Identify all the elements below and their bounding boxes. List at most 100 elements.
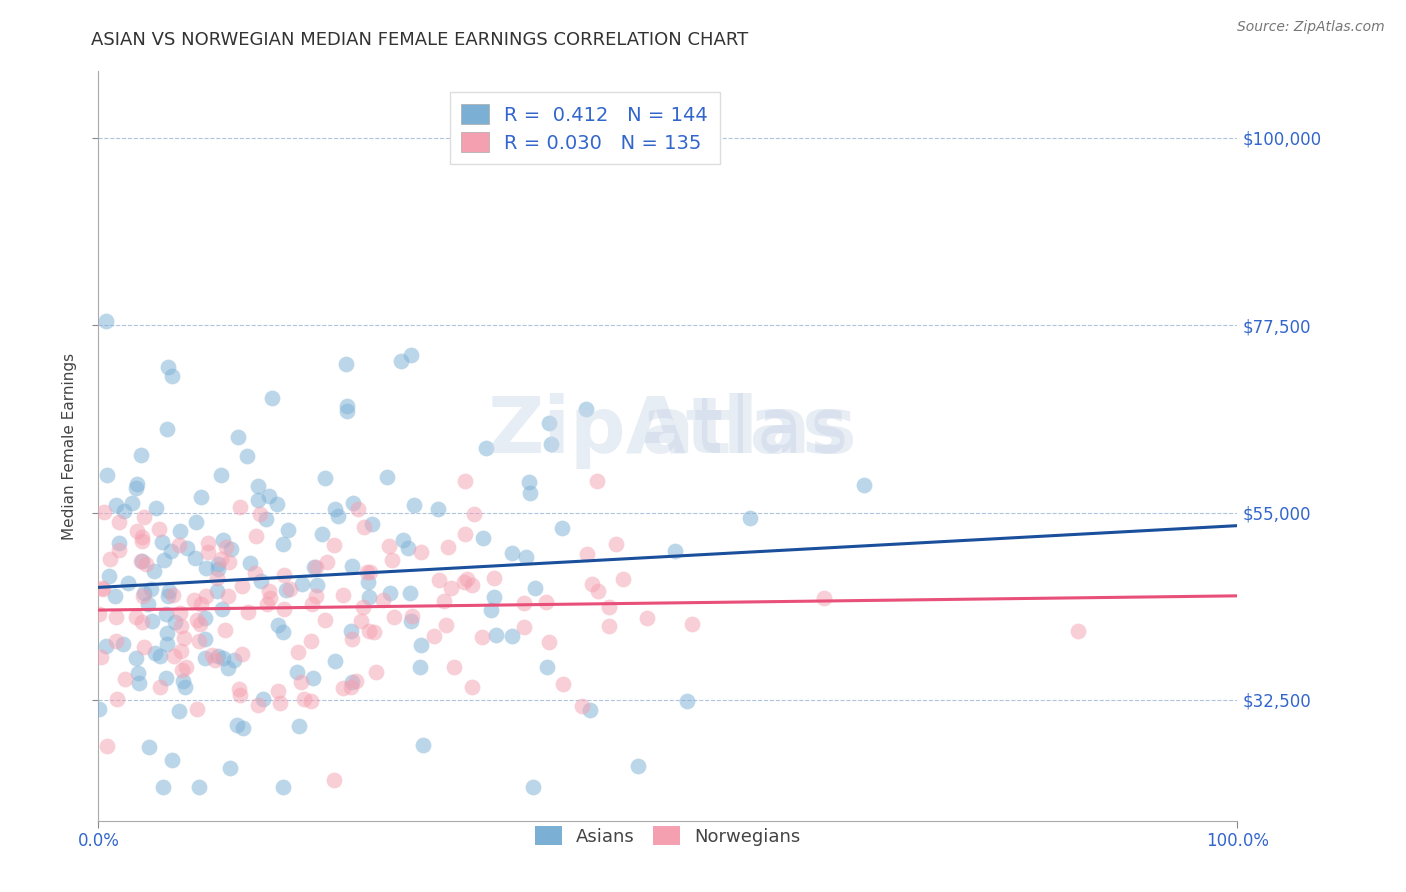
Point	[578, 703, 600, 717]
Point	[353, 520, 375, 534]
Point	[207, 571, 229, 585]
Point	[257, 583, 280, 598]
Point	[598, 599, 620, 614]
Point	[217, 590, 239, 604]
Point	[211, 602, 233, 616]
Point	[108, 515, 131, 529]
Point	[134, 510, 156, 524]
Point	[212, 533, 235, 548]
Point	[162, 368, 184, 383]
Point	[598, 619, 620, 633]
Point	[340, 624, 363, 639]
Point	[336, 403, 359, 417]
Point	[426, 502, 449, 516]
Point	[145, 501, 167, 516]
Point	[188, 633, 211, 648]
Point	[323, 772, 346, 787]
Point	[271, 537, 294, 551]
Point	[246, 492, 269, 507]
Point	[357, 591, 380, 605]
Point	[127, 665, 149, 680]
Point	[131, 530, 153, 544]
Point	[359, 624, 381, 638]
Point	[169, 704, 191, 718]
Point	[323, 538, 346, 552]
Point	[236, 449, 259, 463]
Point	[93, 505, 115, 519]
Point	[463, 508, 485, 522]
Point	[290, 674, 312, 689]
Point	[127, 524, 149, 538]
Point	[170, 664, 193, 678]
Point	[91, 581, 114, 595]
Text: ZipAtlas: ZipAtlas	[488, 393, 848, 469]
Point	[551, 676, 574, 690]
Point	[436, 541, 458, 555]
Point	[141, 582, 163, 597]
Point	[245, 529, 267, 543]
Point	[247, 698, 270, 712]
Point	[169, 524, 191, 538]
Point	[209, 467, 232, 482]
Point	[399, 348, 422, 362]
Point	[194, 632, 217, 647]
Point	[184, 515, 207, 529]
Point	[112, 504, 135, 518]
Point	[117, 575, 139, 590]
Point	[256, 597, 278, 611]
Text: atlas: atlas	[479, 393, 856, 469]
Point	[131, 533, 153, 548]
Point	[381, 553, 404, 567]
Point	[104, 589, 127, 603]
Point	[157, 584, 180, 599]
Point	[107, 535, 129, 549]
Point	[287, 645, 309, 659]
Point	[190, 597, 212, 611]
Point	[328, 508, 350, 523]
Point	[156, 637, 179, 651]
Point	[238, 605, 260, 619]
Point	[409, 659, 432, 673]
Point	[249, 574, 271, 588]
Point	[143, 646, 166, 660]
Point	[519, 475, 541, 489]
Point	[204, 653, 226, 667]
Point	[332, 588, 354, 602]
Point	[91, 582, 114, 597]
Point	[456, 572, 478, 586]
Point	[471, 630, 494, 644]
Point	[219, 542, 242, 557]
Point	[342, 496, 364, 510]
Point	[125, 476, 148, 491]
Point	[540, 437, 562, 451]
Point	[454, 526, 477, 541]
Point	[274, 582, 297, 597]
Point	[156, 626, 179, 640]
Point	[627, 758, 650, 772]
Point	[131, 553, 153, 567]
Y-axis label: Median Female Earnings: Median Female Earnings	[62, 352, 77, 540]
Point	[112, 637, 135, 651]
Point	[201, 648, 224, 663]
Point	[681, 617, 703, 632]
Point	[586, 583, 609, 598]
Point	[155, 607, 177, 622]
Point	[357, 575, 380, 590]
Point	[471, 531, 494, 545]
Point	[132, 640, 155, 655]
Point	[190, 490, 212, 504]
Point	[194, 611, 217, 625]
Point	[96, 314, 118, 328]
Point	[359, 565, 381, 579]
Point	[197, 536, 219, 550]
Point	[339, 680, 361, 694]
Point	[316, 555, 339, 569]
Point	[427, 573, 450, 587]
Point	[299, 634, 322, 648]
Point	[105, 691, 128, 706]
Point	[152, 780, 174, 795]
Point	[305, 578, 328, 592]
Point	[340, 675, 363, 690]
Point	[575, 402, 598, 417]
Point	[443, 660, 465, 674]
